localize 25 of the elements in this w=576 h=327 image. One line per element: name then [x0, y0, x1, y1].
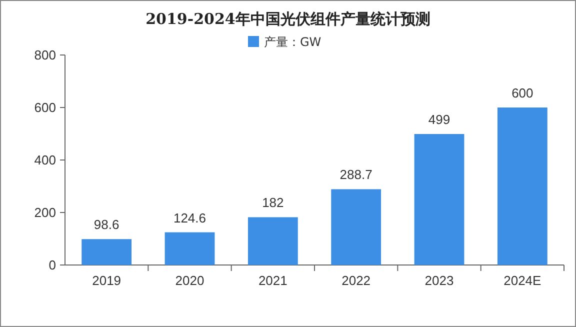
- data-label: 499: [428, 112, 450, 128]
- chart-title: 2019-2024年中国光伏组件产量统计预测: [146, 10, 430, 28]
- x-tick-label: 2023: [424, 273, 454, 288]
- bar: [497, 108, 548, 265]
- y-tick-label: 600: [34, 100, 56, 116]
- data-label: 600: [512, 86, 534, 100]
- x-tick-label: 2019: [92, 273, 122, 288]
- bar: [248, 217, 298, 265]
- x-tick-label: 2024E: [504, 273, 542, 288]
- data-label: 98.6: [94, 217, 120, 232]
- legend-label: 产量：GW: [264, 35, 322, 49]
- x-tick-label: 2021: [258, 273, 288, 288]
- y-tick-label: 200: [34, 205, 56, 220]
- bar: [82, 239, 132, 265]
- data-label: 288.7: [340, 167, 372, 182]
- data-label: 124.6: [173, 210, 206, 226]
- x-tick-label: 2020: [175, 273, 204, 288]
- bar: [414, 134, 464, 265]
- y-tick-label: 800: [34, 48, 56, 63]
- bar: [331, 189, 382, 265]
- x-tick-label: 2022: [342, 273, 371, 288]
- y-tick-label: 400: [34, 152, 56, 168]
- y-tick-label: 0: [48, 258, 56, 273]
- bar: [164, 232, 215, 265]
- data-label: 182: [262, 195, 284, 210]
